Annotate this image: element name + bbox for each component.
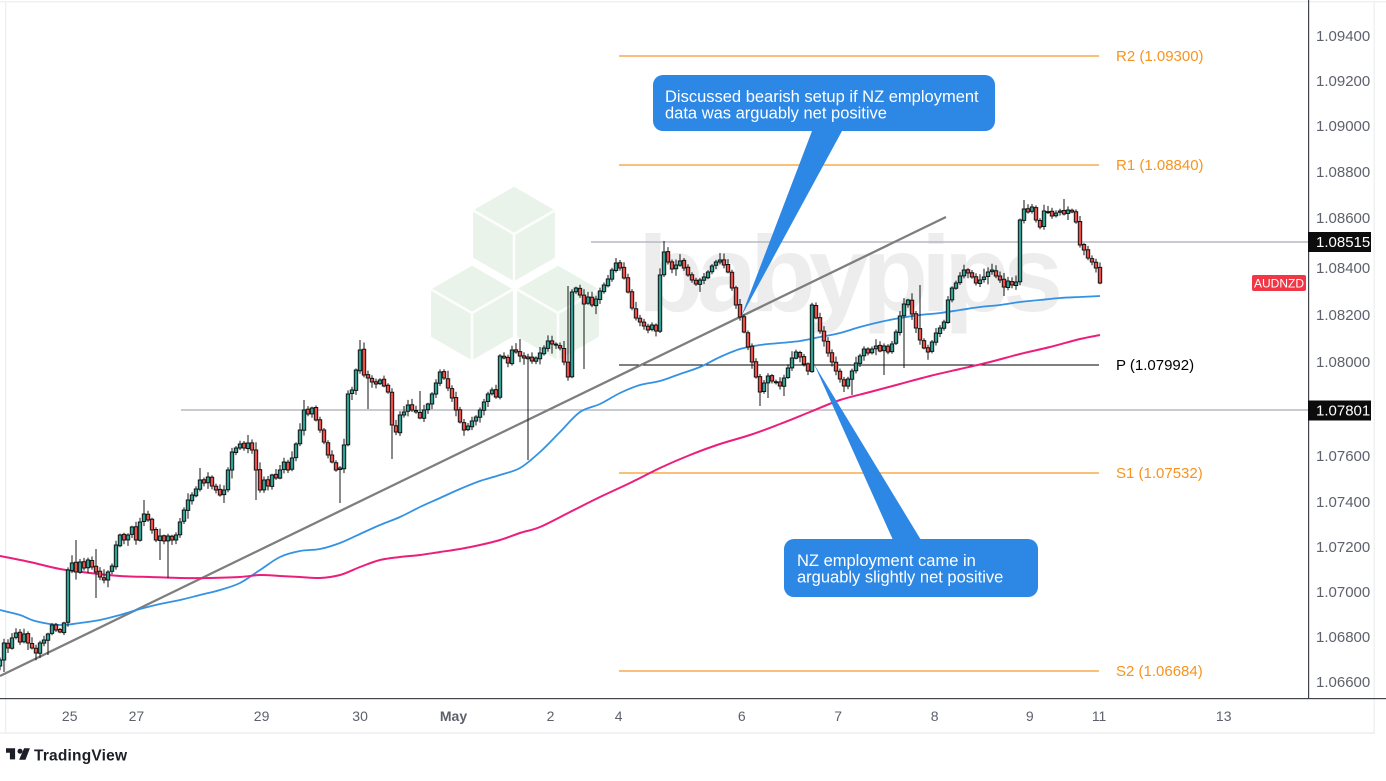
svg-text:R2 (1.09300): R2 (1.09300) <box>1116 48 1204 65</box>
svg-text:1.07200: 1.07200 <box>1316 539 1370 556</box>
svg-text:1.09400: 1.09400 <box>1316 28 1370 45</box>
svg-text:1.08600: 1.08600 <box>1316 210 1370 227</box>
svg-text:May: May <box>440 708 467 724</box>
svg-text:1.07400: 1.07400 <box>1316 494 1370 511</box>
svg-text:9: 9 <box>1026 708 1034 724</box>
svg-text:1.06800: 1.06800 <box>1316 629 1370 646</box>
svg-text:1.09000: 1.09000 <box>1316 118 1370 135</box>
svg-text:6: 6 <box>738 708 746 724</box>
svg-text:1.08200: 1.08200 <box>1316 307 1370 324</box>
svg-text:S2 (1.06684): S2 (1.06684) <box>1116 663 1203 680</box>
svg-text:27: 27 <box>129 708 145 724</box>
svg-text:7: 7 <box>834 708 842 724</box>
svg-text:1.07600: 1.07600 <box>1316 448 1370 465</box>
svg-text:29: 29 <box>254 708 270 724</box>
svg-text:1.07801: 1.07801 <box>1316 403 1370 420</box>
svg-text:R1 (1.08840): R1 (1.08840) <box>1116 157 1204 174</box>
svg-text:1.08515: 1.08515 <box>1316 234 1370 251</box>
svg-text:Discussed bearish setup if NZ: Discussed bearish setup if NZ employment <box>665 88 979 106</box>
svg-text:13: 13 <box>1216 708 1232 724</box>
svg-text:11: 11 <box>1092 708 1107 724</box>
svg-text:S1 (1.07532): S1 (1.07532) <box>1116 465 1203 482</box>
svg-text:4: 4 <box>615 708 623 724</box>
svg-text:1.08400: 1.08400 <box>1316 260 1370 277</box>
svg-text:1.06600: 1.06600 <box>1316 674 1370 691</box>
svg-text:AUDNZD: AUDNZD <box>1254 277 1304 291</box>
svg-text:NZ employment came in: NZ employment came in <box>797 552 976 570</box>
svg-text:30: 30 <box>352 708 368 724</box>
svg-text:P (1.07992): P (1.07992) <box>1116 357 1194 374</box>
svg-text:arguably slightly net positive: arguably slightly net positive <box>797 569 1003 587</box>
svg-text:TradingView: TradingView <box>34 748 128 765</box>
svg-text:1.08000: 1.08000 <box>1316 354 1370 371</box>
svg-text:8: 8 <box>931 708 939 724</box>
svg-text:1.08800: 1.08800 <box>1316 164 1370 181</box>
svg-text:2: 2 <box>547 708 555 724</box>
svg-text:1.09200: 1.09200 <box>1316 73 1370 90</box>
svg-text:data was arguably net positive: data was arguably net positive <box>665 105 887 123</box>
svg-text:1.07000: 1.07000 <box>1316 584 1370 601</box>
svg-text:25: 25 <box>62 708 78 724</box>
